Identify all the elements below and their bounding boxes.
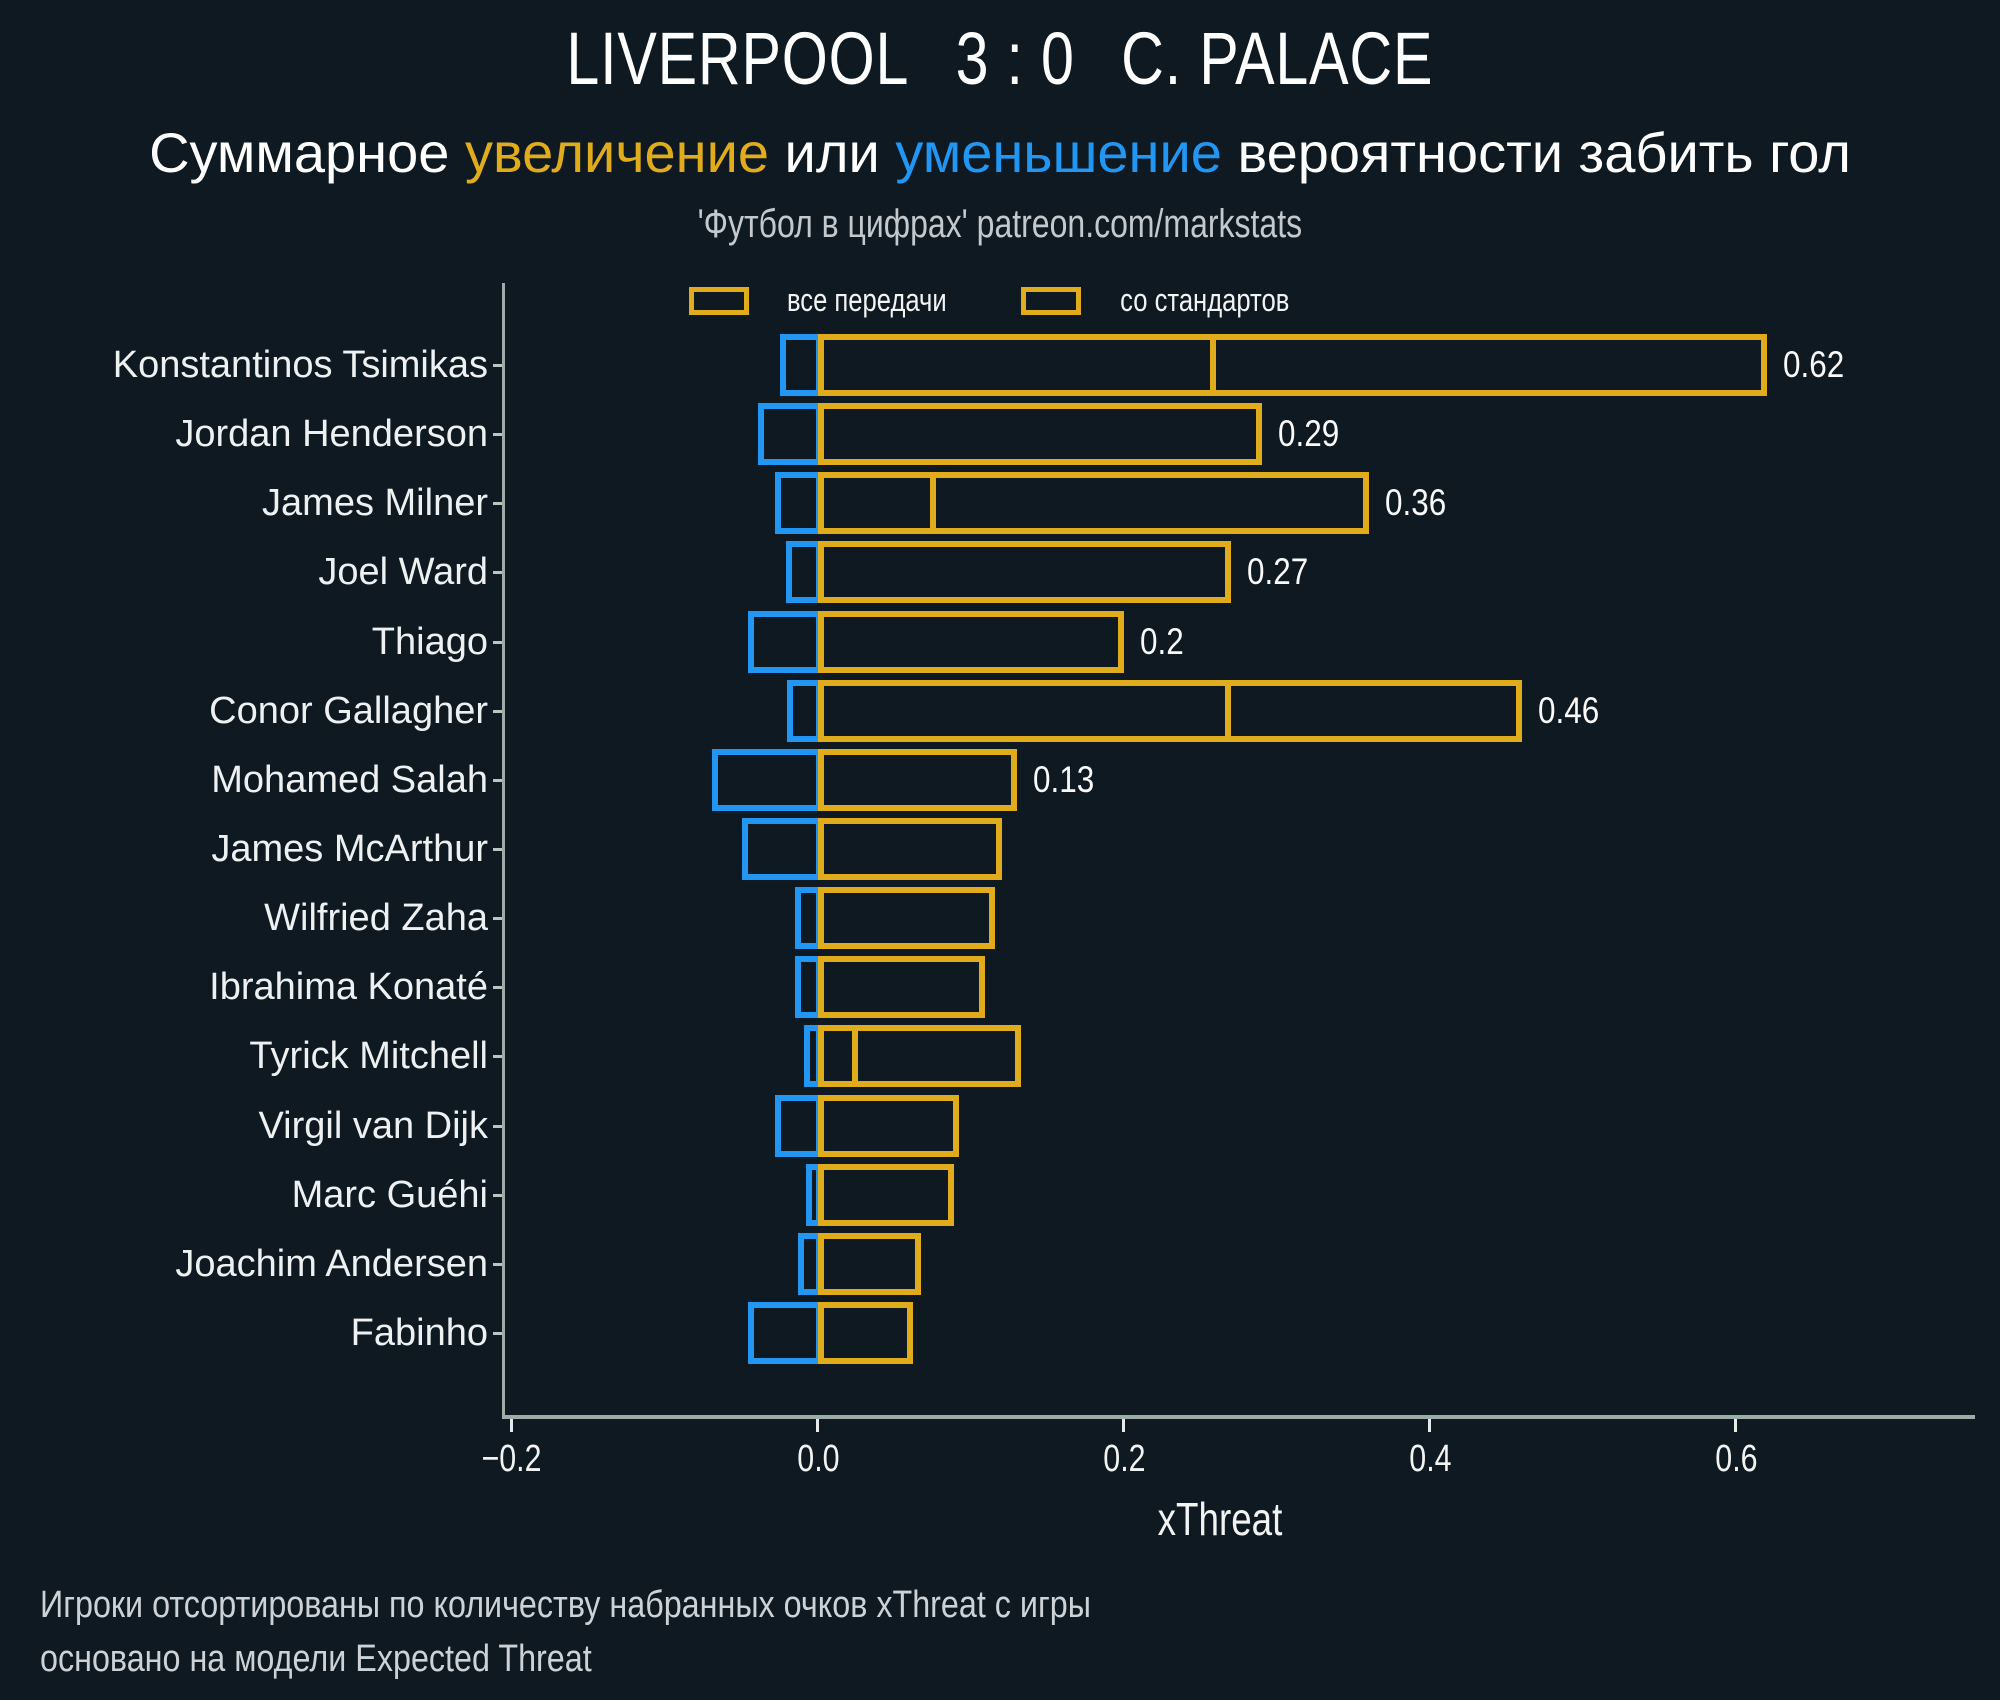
player-name: Jordan Henderson	[175, 413, 488, 456]
bar-all-passes	[818, 1163, 955, 1226]
bar-all-passes	[818, 541, 1232, 604]
x-tick-label: 0.0	[796, 1438, 840, 1480]
y-tick-icon	[493, 847, 502, 851]
bar-all-passes	[818, 817, 1002, 880]
bar-decrease	[785, 541, 822, 604]
subtitle-part: или	[769, 121, 896, 184]
player-name: James McArthur	[211, 827, 488, 870]
y-tick-icon	[493, 571, 502, 575]
subtitle-part: вероятности забить гол	[1221, 121, 1851, 184]
hatched-bar-swatch-icon	[1021, 286, 1082, 315]
x-tick-icon	[510, 1419, 513, 1432]
subtitle-part: Суммарное	[149, 121, 465, 184]
legend: все передачи со стандартов	[0, 282, 2000, 319]
player-name: James Milner	[262, 482, 488, 525]
x-tick-icon	[1122, 1419, 1125, 1432]
bar-value-label: 0.29	[1277, 413, 1339, 455]
bar-all-passes	[818, 1301, 913, 1364]
y-tick-icon	[493, 778, 502, 782]
bar-all-passes	[818, 1232, 921, 1295]
bar-all-passes	[818, 956, 985, 1019]
bar-set-pieces	[818, 1025, 858, 1088]
player-name: Fabinho	[350, 1311, 488, 1354]
x-tick-icon	[1734, 1419, 1737, 1432]
player-name: Ibrahima Konaté	[209, 966, 488, 1009]
y-tick-icon	[493, 1124, 502, 1128]
bar-all-passes	[818, 610, 1124, 673]
home-team-name: LIVERPOOL	[566, 17, 910, 100]
y-tick-icon	[493, 433, 502, 437]
bar-decrease	[775, 1094, 822, 1157]
legend-item: со стандартов	[1021, 282, 1310, 319]
match-title: LIVERPOOL 3 : 0 C. PALACE	[0, 16, 2000, 101]
credit-line: 'Футбол в цифрах' patreon.com/markstats	[697, 202, 1303, 246]
footnote-sorting: Игроки отсортированы по количеству набра…	[40, 1584, 1091, 1626]
subtitle-part: уменьшение	[895, 121, 1222, 184]
player-name: Wilfried Zaha	[264, 897, 488, 940]
footnotes: Игроки отсортированы по количеству набра…	[40, 1578, 1276, 1686]
bar-decrease	[747, 610, 822, 673]
bar-value-label: 0.13	[1032, 758, 1095, 800]
x-tick-icon	[816, 1419, 819, 1432]
x-tick-label: 0.2	[1102, 1438, 1146, 1480]
player-name: Mohamed Salah	[211, 758, 488, 801]
player-name: Conor Gallagher	[209, 689, 488, 732]
x-tick-icon	[1428, 1419, 1431, 1432]
player-name: Thiago	[371, 620, 488, 663]
y-tick-icon	[493, 1055, 502, 1059]
footnote-model: основано на модели Expected Threat	[40, 1638, 592, 1680]
bar-value-label: 0.46	[1537, 689, 1600, 731]
y-tick-icon	[493, 917, 502, 921]
bar-set-pieces	[818, 334, 1216, 396]
player-name: Joel Ward	[318, 551, 488, 594]
y-tick-icon	[493, 502, 502, 506]
y-tick-icon	[493, 640, 502, 644]
bar-decrease	[712, 748, 822, 811]
legend-label: со стандартов	[1120, 282, 1290, 318]
bar-all-passes	[818, 1094, 959, 1157]
bar-all-passes	[818, 887, 996, 950]
bar-all-passes	[818, 403, 1262, 466]
y-tick-icon	[493, 364, 502, 367]
chart-subtitle: Суммарное увеличение или уменьшение веро…	[0, 120, 2000, 185]
player-name: Marc Guéhi	[291, 1173, 488, 1216]
y-tick-icon	[493, 986, 502, 990]
player-name: Konstantinos Tsimikas	[112, 344, 488, 386]
bar-decrease	[779, 334, 822, 396]
bar-value-label: 0.2	[1140, 620, 1184, 662]
bar-decrease	[775, 472, 822, 535]
bar-value-label: 0.27	[1247, 551, 1309, 593]
bar-value-label: 0.62	[1782, 344, 1844, 385]
y-tick-icon	[493, 1262, 502, 1266]
player-name: Joachim Andersen	[175, 1242, 488, 1285]
y-tick-icon	[493, 1331, 502, 1335]
y-tick-icon	[493, 709, 502, 713]
legend-item: все передачи	[689, 282, 967, 319]
player-name: Tyrick Mitchell	[249, 1035, 488, 1078]
player-name: Virgil van Dijk	[258, 1104, 488, 1147]
bar-decrease	[741, 817, 822, 880]
subtitle-part: увеличение	[464, 121, 769, 184]
bar-decrease	[747, 1301, 822, 1364]
bar-all-passes	[818, 748, 1017, 811]
outlined-bar-swatch-icon	[689, 286, 750, 315]
away-team-name: C. PALACE	[1121, 17, 1434, 100]
plot-area: 0.62 0.29 0.36 0.27 0.2 0.46 0.13	[502, 283, 1975, 1419]
x-tick-label: 0.4	[1408, 1438, 1452, 1480]
match-score: 3 : 0	[955, 17, 1075, 100]
x-axis-title: xThreat	[1157, 1493, 1283, 1545]
legend-label: все передачи	[787, 282, 948, 318]
bar-value-label: 0.36	[1384, 482, 1447, 524]
y-tick-icon	[493, 1193, 502, 1197]
bar-decrease	[787, 679, 822, 742]
x-tick-label: 0.6	[1714, 1438, 1758, 1480]
bar-set-pieces	[818, 679, 1232, 742]
bar-set-pieces	[818, 472, 936, 535]
bar-decrease	[758, 403, 822, 466]
x-tick-label: −0.2	[481, 1438, 543, 1480]
